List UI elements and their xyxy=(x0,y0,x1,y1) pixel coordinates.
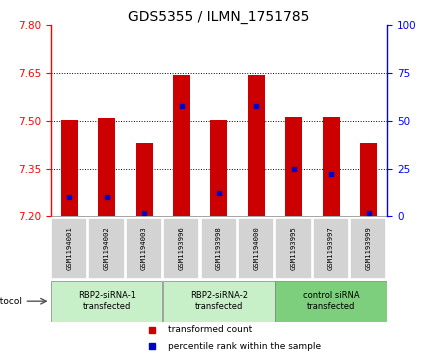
FancyBboxPatch shape xyxy=(88,217,125,280)
FancyBboxPatch shape xyxy=(238,217,274,280)
FancyBboxPatch shape xyxy=(313,217,349,280)
Bar xyxy=(285,117,302,216)
Text: GSM1194002: GSM1194002 xyxy=(104,226,110,270)
Text: GSM1193997: GSM1193997 xyxy=(328,226,334,270)
FancyBboxPatch shape xyxy=(126,217,162,280)
FancyBboxPatch shape xyxy=(275,281,387,322)
Bar xyxy=(210,120,227,216)
FancyBboxPatch shape xyxy=(163,281,275,322)
FancyBboxPatch shape xyxy=(51,281,162,322)
Bar xyxy=(136,143,153,216)
Bar xyxy=(248,75,265,216)
Text: control siRNA
transfected: control siRNA transfected xyxy=(303,291,359,311)
Text: GSM1194001: GSM1194001 xyxy=(66,226,72,270)
FancyBboxPatch shape xyxy=(163,217,199,280)
FancyBboxPatch shape xyxy=(201,217,237,280)
Text: GSM1194003: GSM1194003 xyxy=(141,226,147,270)
Text: GSM1193998: GSM1193998 xyxy=(216,226,222,270)
Text: GSM1193999: GSM1193999 xyxy=(366,226,371,270)
Text: RBP2-siRNA-1
transfected: RBP2-siRNA-1 transfected xyxy=(78,291,136,311)
Text: GSM1193995: GSM1193995 xyxy=(291,226,297,270)
Bar xyxy=(173,75,190,216)
Bar xyxy=(98,118,115,216)
Text: GSM1193996: GSM1193996 xyxy=(179,226,184,270)
Title: GDS5355 / ILMN_1751785: GDS5355 / ILMN_1751785 xyxy=(128,11,310,24)
FancyBboxPatch shape xyxy=(51,217,87,280)
FancyBboxPatch shape xyxy=(350,217,386,280)
Bar xyxy=(61,119,78,216)
Text: RBP2-siRNA-2
transfected: RBP2-siRNA-2 transfected xyxy=(190,291,248,311)
Text: percentile rank within the sample: percentile rank within the sample xyxy=(169,342,322,351)
Bar xyxy=(360,143,377,216)
Bar xyxy=(323,117,340,216)
Text: protocol: protocol xyxy=(0,297,22,306)
FancyBboxPatch shape xyxy=(275,217,312,280)
Text: GSM1194000: GSM1194000 xyxy=(253,226,259,270)
Text: transformed count: transformed count xyxy=(169,325,253,334)
